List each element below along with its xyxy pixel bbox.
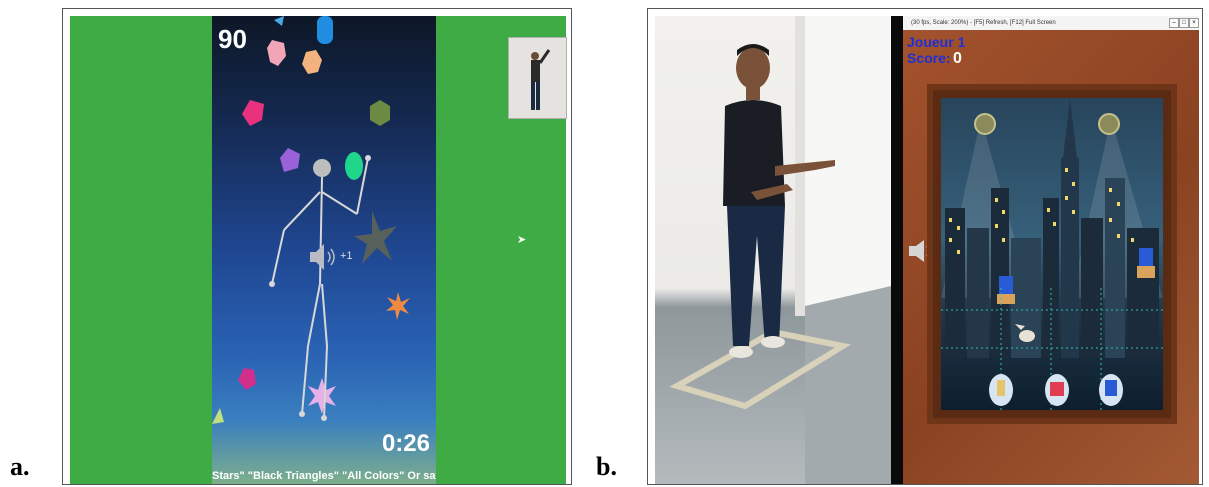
player-name: Joueur 1 <box>907 34 966 50</box>
coin-icon <box>974 113 996 135</box>
shape-ellipse <box>345 152 363 180</box>
score-label: Score: <box>907 50 951 66</box>
shape-star <box>354 211 397 264</box>
shape-pentagon <box>242 100 264 126</box>
shape-hexagon <box>302 50 322 74</box>
view-divider <box>891 16 903 484</box>
shape-star <box>386 292 410 320</box>
panel-a-frame: 90 <box>62 8 572 485</box>
sound-wave-icon <box>327 248 335 266</box>
player-camera-view <box>655 16 891 484</box>
shape-starburst <box>308 378 336 414</box>
minimize-button[interactable]: – <box>1169 18 1179 28</box>
skyline-graphic <box>941 98 1163 410</box>
score-counter: 90 <box>218 24 247 54</box>
game-play-area: 90 <box>212 16 436 484</box>
voice-command-ticker: Stars" "Black Triangles" "All Colors" Or… <box>212 470 436 482</box>
mouse-cursor-icon: ➤ <box>517 234 527 246</box>
player-skeleton <box>271 157 369 419</box>
panel-label-b: b. <box>596 452 617 481</box>
score-value: 0 <box>953 50 962 67</box>
coin-icon <box>1098 113 1120 135</box>
game-green-background: 90 <box>70 16 567 484</box>
panel-b-frame: (30 fps, Scale: 200%) - [F5] Refresh, [F… <box>647 8 1203 485</box>
maximize-button[interactable]: □ <box>1179 18 1189 28</box>
webcam-person-image <box>509 38 566 118</box>
city-skyline-scene <box>941 98 1163 410</box>
webcam-preview <box>508 37 567 119</box>
bird-icon <box>1015 324 1035 342</box>
falling-shapes-layer <box>212 16 410 424</box>
shape-hexagon <box>267 40 286 66</box>
game-board-frame <box>927 84 1177 424</box>
shape-pentagon <box>238 368 256 390</box>
window-titlebar: (30 fps, Scale: 200%) - [F5] Refresh, [F… <box>903 16 1199 30</box>
shape-blue-tab <box>317 16 333 44</box>
shape-hexagon <box>370 100 390 126</box>
shape-diamond <box>274 16 284 26</box>
speaker-icon <box>310 244 324 270</box>
countdown-timer: 0:26 <box>381 430 430 457</box>
falling-item-icon <box>997 276 1015 304</box>
close-button[interactable]: × <box>1189 18 1199 28</box>
panel-label-a: a. <box>10 452 30 481</box>
shape-triangle <box>212 408 224 424</box>
game-window: (30 fps, Scale: 200%) - [F5] Refresh, [F… <box>903 16 1199 484</box>
falling-item-icon <box>1137 248 1155 278</box>
points-popup: +1 <box>340 250 353 262</box>
room-photo <box>669 16 891 484</box>
shape-pentagon <box>280 148 300 172</box>
player-label: Joueur 1 Score: <box>907 34 965 66</box>
